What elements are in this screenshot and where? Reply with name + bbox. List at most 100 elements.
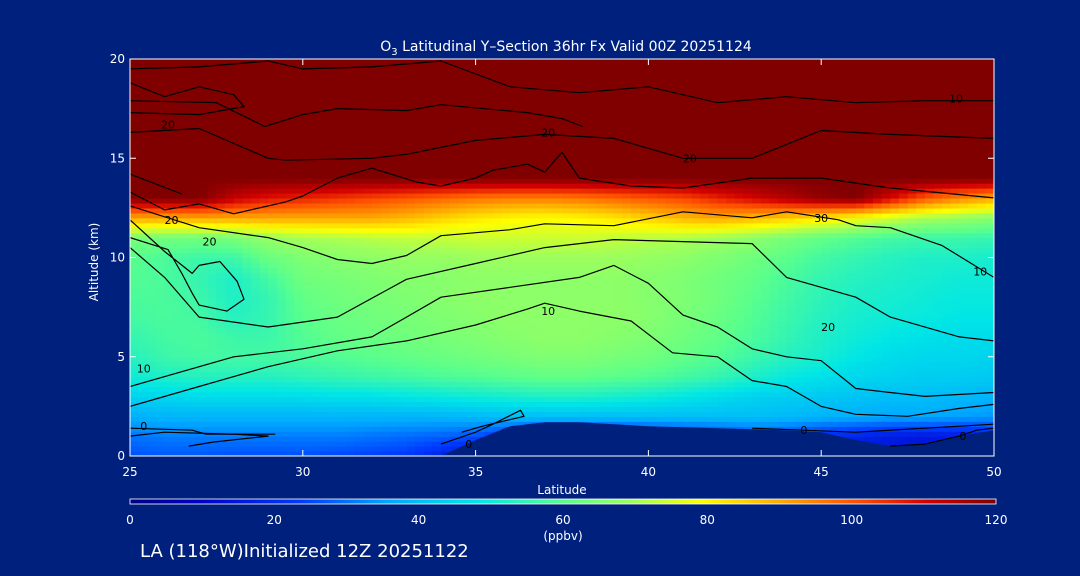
heatmap-cell: [682, 416, 693, 422]
heatmap-cell: [916, 326, 926, 333]
heatmap-cell: [518, 361, 529, 368]
heatmap-cell: [985, 247, 994, 254]
heatmap-cell: [190, 366, 200, 373]
heatmap-cell: [397, 431, 408, 437]
heatmap-cell: [622, 411, 632, 417]
heatmap-cell: [881, 232, 891, 239]
heatmap-cell: [700, 401, 710, 407]
heatmap-cell: [847, 371, 857, 378]
heatmap-cell: [415, 381, 425, 388]
heatmap-cell: [648, 421, 658, 427]
heatmap-cell: [544, 396, 554, 403]
heatmap-cell: [423, 217, 433, 224]
heatmap-cell: [821, 326, 831, 333]
heatmap-cell: [778, 227, 788, 234]
heatmap-cell: [181, 307, 192, 313]
heatmap-cell: [795, 421, 805, 427]
heatmap-cell: [337, 212, 347, 219]
heatmap-cell: [682, 356, 693, 363]
heatmap-cell: [354, 287, 364, 293]
heatmap-cell: [242, 351, 252, 358]
heatmap-cell: [795, 346, 805, 353]
heatmap-cell: [147, 207, 157, 214]
heatmap-cell: [389, 381, 399, 388]
heatmap-cell: [536, 396, 546, 403]
heatmap-cell: [916, 212, 926, 219]
heatmap-cell: [873, 401, 883, 407]
heatmap-cell: [225, 411, 235, 417]
heatmap-cell: [173, 341, 183, 348]
heatmap-cell: [570, 317, 580, 323]
heatmap-cell: [639, 317, 649, 323]
heatmap-cell: [294, 207, 304, 214]
heatmap-cell: [700, 212, 710, 219]
heatmap-cell: [441, 381, 451, 388]
heatmap-cell: [864, 217, 874, 224]
heatmap-cell: [285, 416, 295, 422]
heatmap-cell: [389, 242, 399, 249]
heatmap-cell: [458, 356, 468, 363]
heatmap-cell: [933, 302, 943, 308]
heatmap-cell: [665, 307, 675, 313]
heatmap-cell: [873, 272, 883, 278]
heatmap-cell: [734, 277, 745, 283]
heatmap-cell: [423, 227, 433, 234]
heatmap-cell: [743, 272, 753, 278]
heatmap-cell: [873, 421, 883, 427]
heatmap-cell: [501, 396, 511, 403]
heatmap-cell: [605, 341, 615, 348]
heatmap-cell: [881, 292, 891, 298]
heatmap-cell: [682, 366, 693, 373]
heatmap-cell: [164, 416, 174, 422]
heatmap-cell: [250, 257, 261, 264]
heatmap-cell: [760, 217, 770, 224]
heatmap-cell: [354, 426, 364, 432]
heatmap-cell: [726, 227, 736, 234]
heatmap-cell: [423, 252, 433, 259]
heatmap-cell: [501, 302, 511, 308]
heatmap-cell: [544, 232, 554, 239]
heatmap-cell: [181, 376, 192, 383]
heatmap-cell: [959, 366, 969, 373]
heatmap-cell: [233, 312, 243, 318]
heatmap-cell: [898, 237, 909, 244]
heatmap-cell: [959, 232, 969, 239]
heatmap-cell: [320, 247, 330, 254]
heatmap-cell: [700, 322, 710, 328]
heatmap-cell: [916, 227, 926, 234]
heatmap-cell: [199, 406, 209, 412]
heatmap-cell: [942, 406, 952, 412]
heatmap-cell: [622, 287, 632, 293]
heatmap-cell: [786, 237, 796, 244]
heatmap-cell: [501, 411, 511, 417]
heatmap-cell: [207, 386, 217, 393]
heatmap-cell: [847, 336, 857, 343]
heatmap-cell: [700, 262, 710, 269]
heatmap-cell: [639, 302, 649, 308]
heatmap-cell: [250, 297, 261, 303]
heatmap-cell: [155, 302, 166, 308]
heatmap-cell: [786, 366, 796, 373]
heatmap-cell: [423, 257, 433, 264]
heatmap-cell: [760, 282, 770, 288]
heatmap-cell: [665, 376, 675, 383]
heatmap-cell: [415, 396, 425, 403]
heatmap-cell: [475, 366, 485, 373]
heatmap-cell: [665, 396, 675, 403]
heatmap-cell: [821, 252, 831, 259]
heatmap-cell: [855, 322, 865, 328]
heatmap-cell: [553, 346, 563, 353]
heatmap-cell: [371, 386, 382, 393]
heatmap-cell: [544, 217, 554, 224]
heatmap-cell: [976, 247, 986, 254]
heatmap-cell: [786, 312, 796, 318]
heatmap-cell: [354, 326, 364, 333]
heatmap-cell: [320, 326, 330, 333]
heatmap-cell: [259, 287, 269, 293]
heatmap-cell: [648, 411, 658, 417]
heatmap-cell: [147, 436, 157, 442]
heatmap-cell: [294, 297, 304, 303]
heatmap-cell: [285, 247, 295, 254]
heatmap-cell: [786, 331, 796, 338]
heatmap-cell: [786, 227, 796, 234]
